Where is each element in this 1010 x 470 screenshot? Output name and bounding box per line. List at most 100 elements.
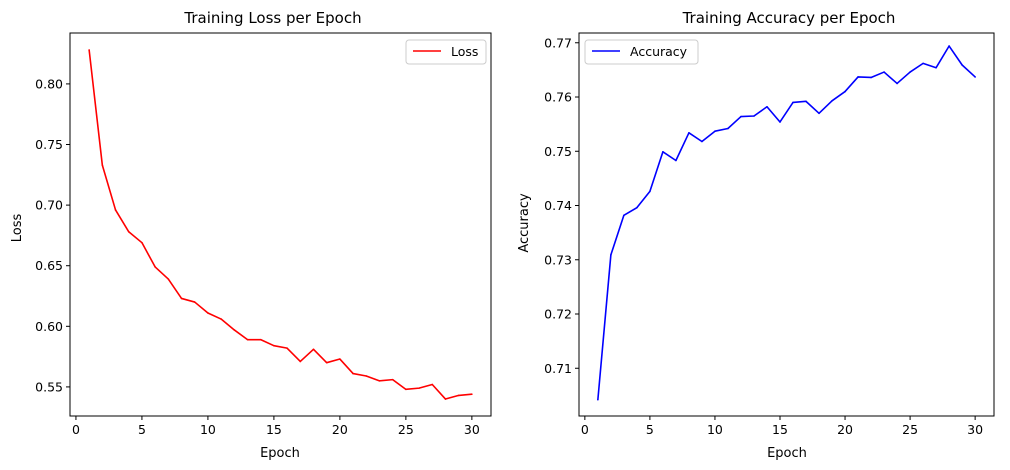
accuracy-data-point [701, 140, 703, 143]
accuracy-data-point [740, 115, 742, 118]
loss-y-tick-label: 0.60 [35, 319, 63, 334]
accuracy-data-point [883, 71, 885, 73]
loss-data-point [352, 372, 354, 375]
loss-data-point [431, 383, 434, 386]
accuracy-x-tick-label: 20 [837, 422, 853, 437]
loss-y-tick-label: 0.55 [35, 379, 63, 394]
loss-y-axis-label: Loss [10, 214, 25, 243]
accuracy-data-point [779, 121, 781, 123]
accuracy-data-point [870, 76, 872, 79]
loss-x-tick-label: 15 [266, 422, 282, 437]
accuracy-data-point [896, 82, 898, 85]
loss-data-point [378, 380, 381, 382]
accuracy-data-point [935, 66, 937, 69]
accuracy-chart: Training Accuracy per Epoch 0 5 10 15 20 25 30… [517, 9, 995, 461]
loss-data-point [391, 378, 394, 381]
loss-series-line [88, 49, 472, 400]
loss-data-point [207, 312, 209, 314]
loss-x-tick-label: 5 [138, 422, 146, 437]
accuracy-data-point [597, 398, 599, 401]
accuracy-legend-label: Accuracy [630, 44, 688, 59]
loss-data-point [405, 388, 407, 391]
accuracy-y-tick-label: 0.75 [544, 144, 572, 159]
accuracy-data-point [727, 127, 729, 130]
loss-x-tick-label: 10 [200, 422, 216, 437]
accuracy-data-point [714, 130, 716, 132]
loss-data-point [246, 338, 249, 341]
loss-plot-frame [69, 32, 492, 417]
loss-legend-label: Loss [451, 44, 478, 59]
accuracy-x-axis-label: Epoch [767, 446, 807, 461]
accuracy-data-point [662, 151, 664, 153]
loss-x-tick-label: 25 [398, 422, 414, 437]
accuracy-data-point [805, 100, 807, 103]
loss-data-point [457, 394, 460, 397]
loss-data-point [418, 387, 420, 389]
accuracy-data-point [610, 254, 612, 256]
loss-data-point [299, 360, 302, 363]
loss-data-point [233, 329, 236, 331]
loss-data-point [167, 278, 170, 280]
loss-data-point [220, 318, 222, 320]
loss-data-point [154, 266, 156, 268]
accuracy-legend: Accuracy [584, 39, 699, 65]
loss-data-point [193, 301, 196, 303]
loss-data-point [365, 375, 368, 377]
accuracy-x-tick-label: 15 [772, 422, 788, 437]
accuracy-series [597, 45, 976, 401]
accuracy-data-point [636, 206, 638, 209]
accuracy-data-point [649, 190, 651, 193]
accuracy-y-axis-label: Accuracy [517, 193, 532, 253]
loss-data-point [259, 338, 262, 341]
loss-data-point [114, 209, 117, 211]
loss-x-tick-label: 0 [72, 422, 80, 437]
loss-series [88, 49, 473, 400]
accuracy-data-point [844, 90, 846, 93]
accuracy-data-point [623, 214, 625, 217]
loss-y-tick-label: 0.65 [35, 258, 63, 273]
accuracy-data-point [948, 45, 950, 47]
accuracy-series-line [597, 45, 976, 400]
loss-x-axis-label: Epoch [260, 446, 300, 461]
loss-y-tick-label: 0.75 [35, 137, 63, 152]
accuracy-data-point [831, 100, 833, 102]
accuracy-x-ticks: 0 5 10 15 20 25 30 [581, 416, 983, 437]
loss-data-point [141, 241, 143, 244]
accuracy-x-tick-label: 30 [967, 422, 983, 437]
loss-legend-box [405, 39, 487, 65]
accuracy-legend-box [584, 39, 699, 65]
loss-data-point [325, 361, 328, 364]
accuracy-data-point [961, 64, 963, 66]
loss-data-point [286, 347, 288, 349]
loss-data-point [312, 348, 315, 351]
accuracy-data-point [792, 101, 794, 104]
accuracy-chart-title: Training Accuracy per Epoch [682, 9, 896, 27]
accuracy-y-tick-label: 0.76 [544, 90, 572, 105]
accuracy-y-tick-label: 0.77 [544, 35, 572, 50]
loss-y-tick-label: 0.80 [35, 76, 63, 91]
accuracy-y-tick-label: 0.72 [544, 307, 572, 322]
loss-data-point [339, 358, 341, 360]
loss-chart: Training Loss per Epoch 0 5 10 15 20 25 30 0.5… [10, 9, 492, 461]
accuracy-x-tick-label: 0 [581, 422, 589, 437]
accuracy-data-point [909, 71, 911, 73]
accuracy-plot-frame [578, 32, 995, 417]
accuracy-y-tick-label: 0.73 [544, 252, 572, 267]
loss-y-tick-label: 0.70 [35, 198, 63, 213]
loss-data-point [273, 344, 275, 347]
accuracy-data-point [675, 159, 677, 162]
loss-data-point [101, 164, 104, 166]
accuracy-x-tick-label: 25 [902, 422, 918, 437]
accuracy-data-point [857, 76, 859, 78]
loss-chart-title: Training Loss per Epoch [183, 9, 361, 27]
loss-y-ticks: 0.55 0.60 0.65 0.70 0.75 0.80 [35, 76, 70, 394]
loss-x-tick-label: 20 [332, 422, 348, 437]
accuracy-data-point [974, 76, 976, 78]
accuracy-data-point [688, 132, 690, 134]
accuracy-data-point [766, 105, 768, 108]
accuracy-y-tick-label: 0.71 [544, 361, 572, 376]
loss-x-tick-label: 30 [464, 422, 480, 437]
loss-data-point [444, 398, 447, 400]
